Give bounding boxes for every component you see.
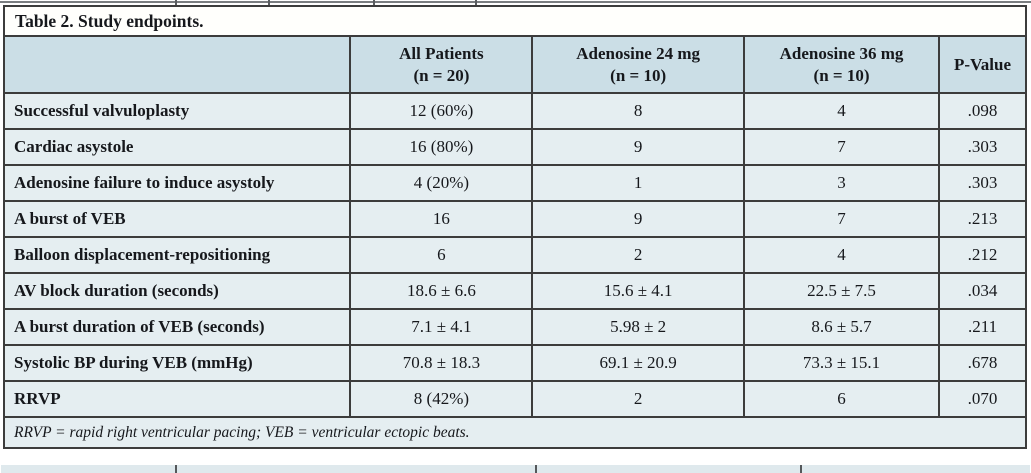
all-patients-value: 12 (60%) (349, 92, 534, 130)
all-patients-value: 16 (349, 200, 534, 238)
column-divider-fragment (175, 0, 177, 5)
table-footnote: RRVP = rapid right ventricular pacing; V… (3, 416, 1027, 449)
table-row: Balloon displacement-repositioning 6 2 4… (2, 236, 1027, 274)
clipped-content-below (1, 465, 1030, 473)
header-line2: (n = 10) (610, 65, 667, 85)
adenosine-24-value: 8 (531, 92, 745, 130)
p-value: .211 (938, 308, 1027, 346)
table-row: Systolic BP during VEB (mmHg) 70.8 ± 18.… (2, 344, 1027, 382)
header-corner-cell (2, 35, 352, 94)
p-value: .303 (938, 164, 1027, 202)
table-title-row: Table 2. Study endpoints. (3, 5, 1027, 37)
adenosine-36-value: 7 (742, 128, 941, 166)
study-endpoints-table: Table 2. Study endpoints. All Patients (… (2, 5, 1027, 449)
p-value: .034 (938, 272, 1027, 310)
adenosine-24-value: 1 (531, 164, 745, 202)
p-value: .212 (938, 236, 1027, 274)
table-row: Adenosine failure to induce asystoly 4 (… (2, 164, 1027, 202)
p-value: .678 (938, 344, 1027, 382)
endpoint-label: AV block duration (seconds) (2, 272, 352, 310)
table-row: Successful valvuloplasty 12 (60%) 8 4 .0… (2, 92, 1027, 130)
adenosine-36-value: 7 (742, 200, 941, 238)
all-patients-value: 70.8 ± 18.3 (349, 344, 534, 382)
header-all-patients: All Patients (n = 20) (349, 35, 534, 94)
header-line2: (n = 10) (813, 65, 870, 85)
column-divider-fragment (268, 0, 270, 5)
adenosine-36-value: 73.3 ± 15.1 (742, 344, 941, 382)
column-divider-fragment (475, 0, 477, 5)
p-value: .070 (938, 380, 1027, 418)
p-value: .098 (938, 92, 1027, 130)
endpoint-label: Systolic BP during VEB (mmHg) (2, 344, 352, 382)
table-header-row: All Patients (n = 20) Adenosine 24 mg (n… (2, 35, 1027, 94)
p-value: .213 (938, 200, 1027, 238)
endpoint-label: Balloon displacement-repositioning (2, 236, 352, 274)
all-patients-value: 8 (42%) (349, 380, 534, 418)
clipped-content-above (0, 0, 1031, 6)
header-line1: Adenosine 36 mg (779, 43, 904, 63)
table-title: Table 2. Study endpoints. (3, 5, 1027, 37)
table-row: RRVP 8 (42%) 2 6 .070 (2, 380, 1027, 418)
endpoint-label: RRVP (2, 380, 352, 418)
header-adenosine-24: Adenosine 24 mg (n = 10) (531, 35, 745, 94)
adenosine-24-value: 5.98 ± 2 (531, 308, 745, 346)
header-line1: All Patients (399, 43, 484, 63)
p-value: .303 (938, 128, 1027, 166)
all-patients-value: 7.1 ± 4.1 (349, 308, 534, 346)
endpoint-label: Successful valvuloplasty (2, 92, 352, 130)
adenosine-36-value: 4 (742, 236, 941, 274)
all-patients-value: 18.6 ± 6.6 (349, 272, 534, 310)
table-row: A burst of VEB 16 9 7 .213 (2, 200, 1027, 238)
adenosine-24-value: 69.1 ± 20.9 (531, 344, 745, 382)
column-divider-fragment (800, 465, 802, 473)
all-patients-value: 6 (349, 236, 534, 274)
adenosine-24-value: 9 (531, 200, 745, 238)
endpoint-label: Adenosine failure to induce asystoly (2, 164, 352, 202)
table-row: A burst duration of VEB (seconds) 7.1 ± … (2, 308, 1027, 346)
table-row: AV block duration (seconds) 18.6 ± 6.6 1… (2, 272, 1027, 310)
header-line1: P-Value (954, 54, 1012, 74)
adenosine-36-value: 3 (742, 164, 941, 202)
adenosine-24-value: 9 (531, 128, 745, 166)
column-divider-fragment (373, 0, 375, 5)
adenosine-36-value: 22.5 ± 7.5 (742, 272, 941, 310)
endpoint-label: A burst duration of VEB (seconds) (2, 308, 352, 346)
column-divider-fragment (535, 465, 537, 473)
adenosine-36-value: 4 (742, 92, 941, 130)
adenosine-24-value: 2 (531, 236, 745, 274)
all-patients-value: 4 (20%) (349, 164, 534, 202)
table-body: Successful valvuloplasty 12 (60%) 8 4 .0… (2, 92, 1027, 418)
header-line1: Adenosine 24 mg (576, 43, 701, 63)
column-divider-fragment (175, 465, 177, 473)
adenosine-36-value: 6 (742, 380, 941, 418)
adenosine-24-value: 15.6 ± 4.1 (531, 272, 745, 310)
header-p-value: P-Value (938, 35, 1027, 94)
endpoint-label: A burst of VEB (2, 200, 352, 238)
table-footnote-row: RRVP = rapid right ventricular pacing; V… (3, 416, 1027, 449)
endpoint-label: Cardiac asystole (2, 128, 352, 166)
header-adenosine-36: Adenosine 36 mg (n = 10) (742, 35, 941, 94)
adenosine-24-value: 2 (531, 380, 745, 418)
table-row: Cardiac asystole 16 (80%) 9 7 .303 (2, 128, 1027, 166)
adenosine-36-value: 8.6 ± 5.7 (742, 308, 941, 346)
header-line2: (n = 20) (413, 65, 470, 85)
page-rule-fragment (0, 1, 1031, 3)
all-patients-value: 16 (80%) (349, 128, 534, 166)
